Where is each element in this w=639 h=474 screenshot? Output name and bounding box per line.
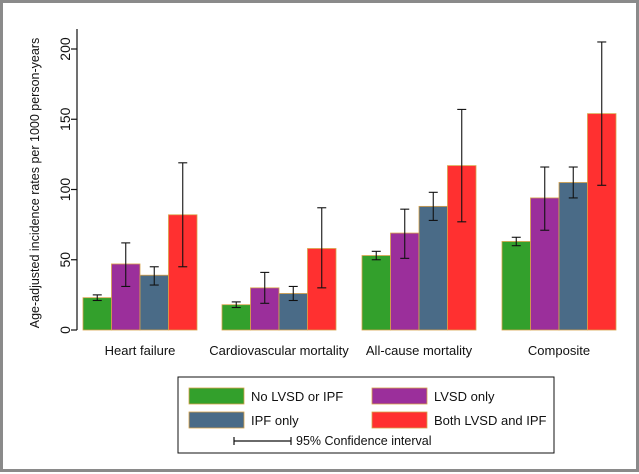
- y-tick-label: 0: [57, 326, 73, 334]
- legend-ci-label: 95% Confidence interval: [296, 434, 432, 448]
- bar: [558, 182, 588, 331]
- legend-items: No LVSD or IPF LVSD only IPF only Both LVSD…: [188, 387, 547, 429]
- bars-group: [82, 113, 617, 331]
- bar: [221, 304, 251, 331]
- y-tick-label: 100: [57, 178, 73, 202]
- x-axis-categories: Heart failure Cardiovascular mortality All…: [105, 343, 590, 358]
- y-tick-label: 150: [57, 107, 73, 131]
- x-tick-label: Cardiovascular mortality: [209, 343, 349, 358]
- error-bars-group: [92, 41, 607, 309]
- legend-label: IPF only: [251, 413, 299, 428]
- x-tick-label: Heart failure: [105, 343, 176, 358]
- bar: [418, 205, 448, 331]
- legend: No LVSD or IPF LVSD only IPF only Both LVSD…: [177, 376, 555, 454]
- x-tick-label: All-cause mortality: [366, 343, 473, 358]
- y-axis: 0 50 100 150 200: [57, 28, 78, 334]
- legend-swatch: [188, 411, 245, 429]
- y-tick-label: 50: [57, 252, 73, 268]
- chart-svg: 0 50 100 150 200 Age-adjusted incidence rate…: [28, 28, 617, 454]
- y-axis-label: Age-adjusted incidence rates per 1000 pe…: [28, 38, 42, 328]
- legend-label: Both LVSD and IPF: [434, 413, 547, 428]
- legend-swatch: [371, 411, 428, 429]
- legend-swatch: [371, 387, 428, 405]
- x-tick-label: Composite: [528, 343, 590, 358]
- y-tick-label: 200: [57, 37, 73, 61]
- bar: [361, 255, 391, 331]
- bar: [501, 241, 531, 331]
- legend-label: No LVSD or IPF: [251, 389, 343, 404]
- legend-label: LVSD only: [434, 389, 495, 404]
- legend-swatch: [188, 387, 245, 405]
- bar: [82, 297, 112, 331]
